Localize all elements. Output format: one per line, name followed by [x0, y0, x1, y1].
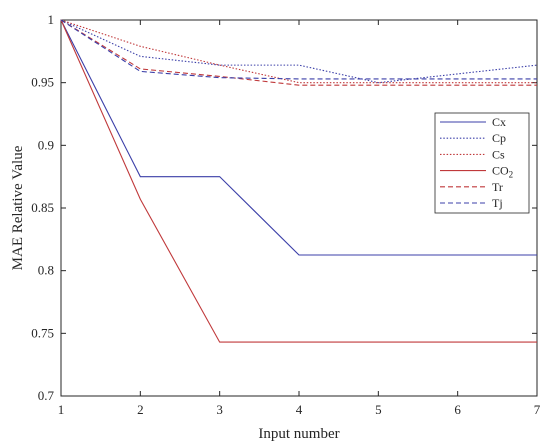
- y-tick-label: 0.85: [31, 200, 54, 215]
- y-tick-label: 0.8: [38, 263, 54, 278]
- legend-entry-cx: Cx: [492, 115, 506, 129]
- legend-entry-cs: Cs: [492, 147, 505, 161]
- y-tick-label: 1: [48, 12, 55, 27]
- legend-entry-cp: Cp: [492, 131, 506, 145]
- series-line-cs: [60, 19, 537, 84]
- y-tick-label: 0.75: [31, 325, 54, 340]
- series-line-co2: [60, 19, 537, 343]
- series-line-tr: [60, 19, 537, 86]
- x-tick-label: 2: [137, 402, 144, 417]
- legend-label: Cs: [492, 147, 505, 161]
- x-tick-label: 1: [58, 402, 65, 417]
- legend-label: Tj: [492, 196, 503, 210]
- series-line-tj: [60, 19, 537, 80]
- series-line-cx: [60, 19, 537, 256]
- x-tick-label: 6: [454, 402, 461, 417]
- y-axis-label: MAE Relative Value: [10, 145, 26, 270]
- axis-ticks: 1 2 3 4 5 6 7 0.7 0.75 0.8 0.85 0.9 0.95 1: [31, 12, 541, 417]
- x-axis-label: Input number: [258, 426, 339, 442]
- series-lines: [60, 19, 538, 343]
- legend-entry-co2: CO2: [492, 164, 513, 180]
- legend-label-subscript: 2: [509, 170, 514, 180]
- y-tick-label: 0.9: [38, 137, 54, 152]
- x-tick-label: 4: [296, 402, 303, 417]
- legend-entry-tr: Tr: [492, 180, 503, 194]
- series-line-cp: [60, 19, 538, 84]
- x-tick-label: 3: [216, 402, 223, 417]
- legend-box: [434, 112, 530, 214]
- legend-label: Cp: [492, 131, 506, 145]
- y-tick-label: 0.7: [38, 388, 55, 403]
- y-tick-label: 0.95: [31, 75, 54, 90]
- legend-label: Tr: [492, 180, 503, 194]
- legend-label: CO: [492, 164, 509, 178]
- legend-label: Cx: [492, 115, 506, 129]
- legend-entry-tj: Tj: [492, 196, 503, 210]
- x-tick-label: 5: [375, 402, 382, 417]
- x-tick-label: 7: [534, 402, 541, 417]
